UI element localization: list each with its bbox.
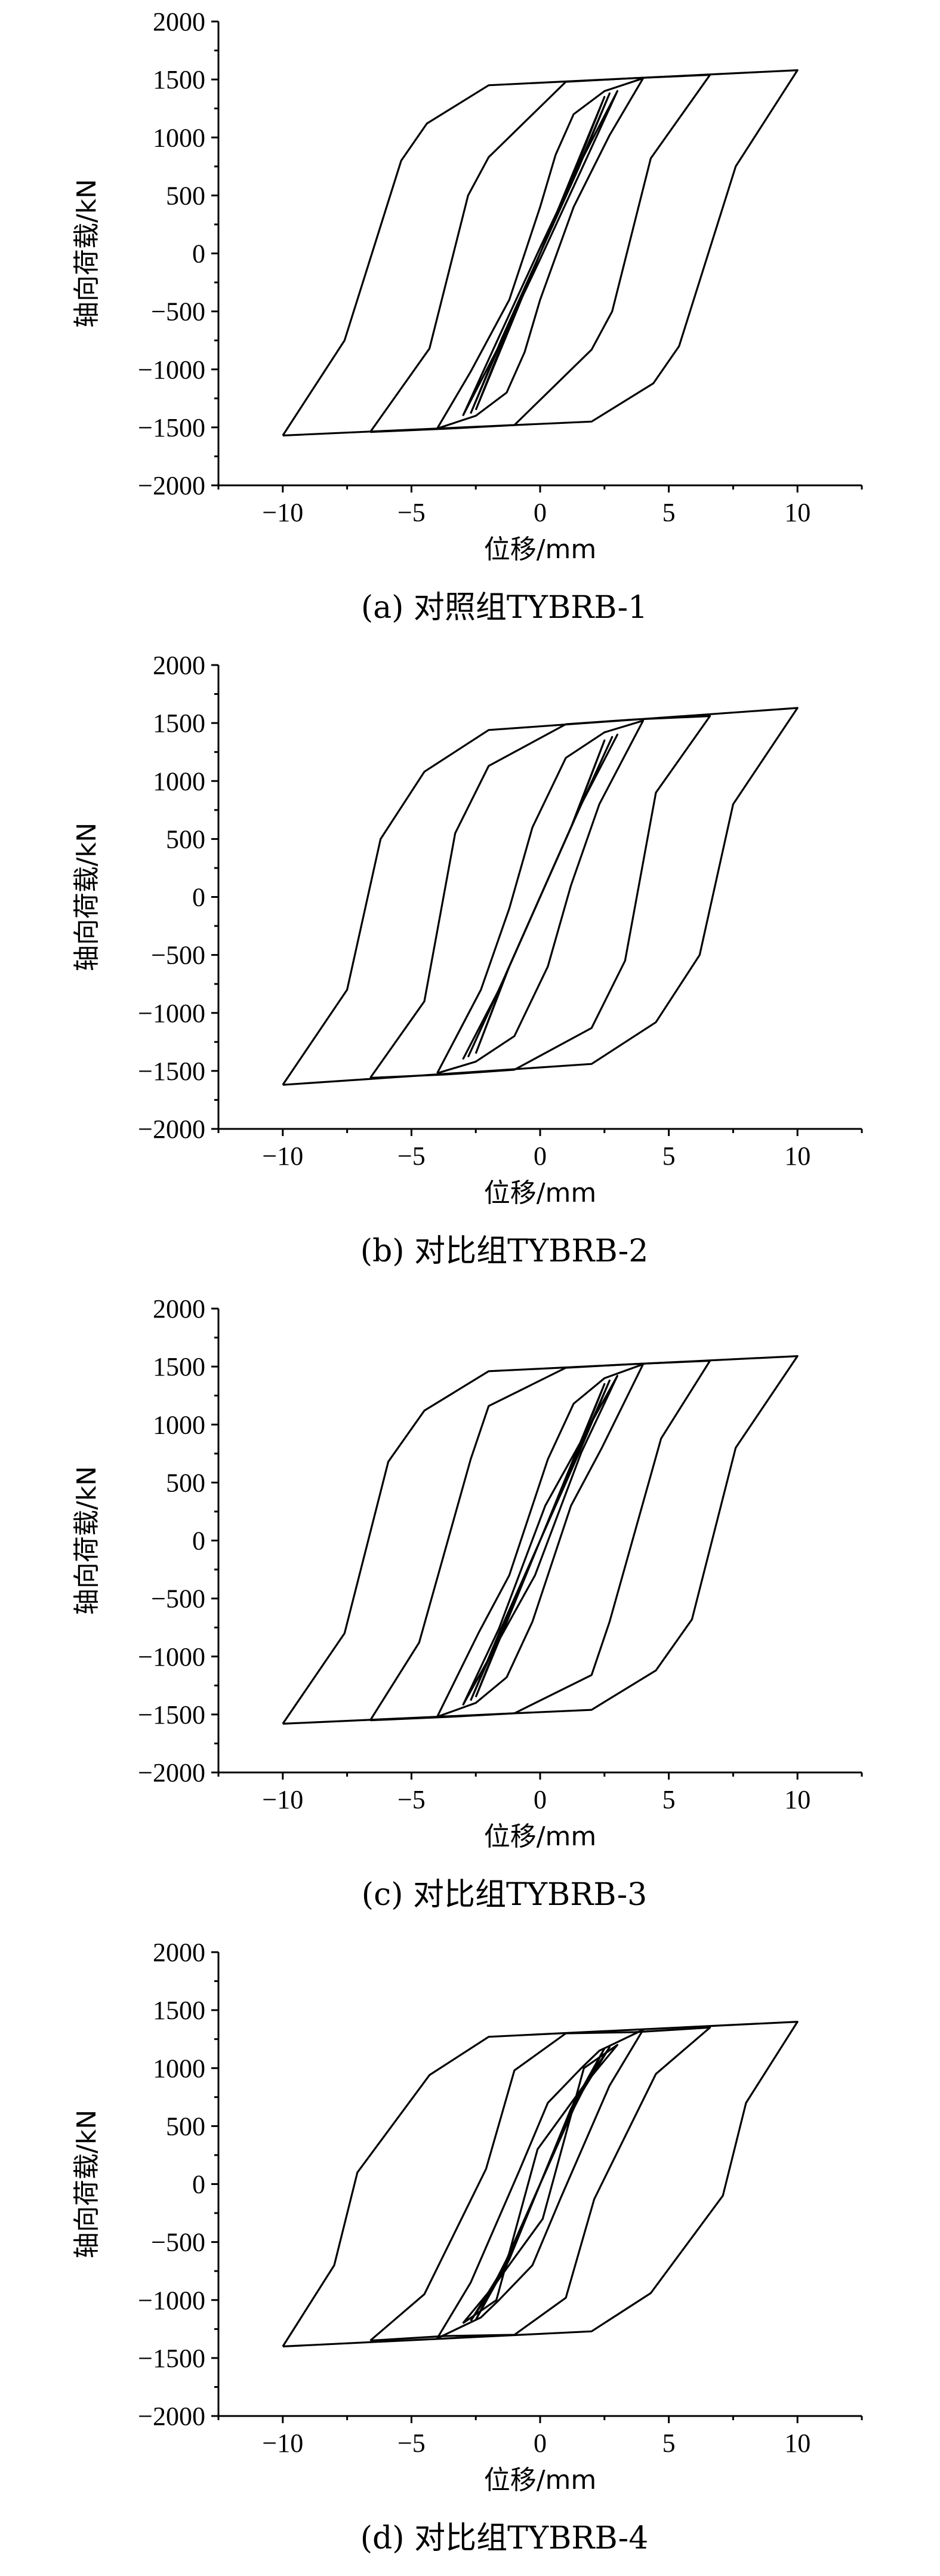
chart-b: 2000 1500 1000 500 0 −500 −1000 −1500 −2000 −10 −5… (72, 651, 863, 1269)
x-tick-label: 10 (784, 1141, 810, 1171)
hysteresis-loop-2 (470, 1379, 611, 1701)
y-tick-label: 1000 (153, 1410, 205, 1439)
caption-b: (b) 对比组TYBRB-2 (360, 1233, 649, 1269)
y-tick-label: 500 (166, 824, 205, 854)
y-tick-label: −1000 (138, 355, 205, 384)
y-tick-label: 2000 (153, 651, 205, 680)
x-tick-label: −5 (397, 498, 426, 527)
y-tick-label: 1000 (153, 767, 205, 796)
x-tick-label: 0 (534, 2429, 547, 2458)
y-tick-label: −1000 (138, 1642, 205, 1672)
chart-d: 2000 1500 1000 500 0 −500 −1000 −1500 −2000 −10 −5… (72, 1938, 863, 2556)
hysteresis-loop-2 (470, 2046, 611, 2322)
hysteresis-loop-3 (462, 734, 619, 1060)
x-tick-label: −5 (397, 1141, 426, 1171)
hysteresis-loop-6 (282, 2021, 799, 2348)
y-tick-label: −1000 (138, 2286, 205, 2315)
y-tick-label: −500 (151, 941, 205, 970)
caption-c: (c) 对比组TYBRB-3 (362, 1877, 647, 1913)
y-tick-label: 2000 (153, 1294, 205, 1324)
y-tick-label: 1500 (153, 1352, 205, 1381)
y-tick-label: −1000 (138, 999, 205, 1028)
y-tick-label: 1500 (153, 709, 205, 738)
x-axis-title: 位移/mm (484, 1178, 597, 1208)
x-tick-label: 0 (534, 1785, 547, 1814)
y-tick-label: 1500 (153, 65, 205, 94)
y-tick-label: −500 (151, 1584, 205, 1614)
chart-c: 2000 1500 1000 500 0 −500 −1000 −1500 −2000 −10 −5… (72, 1294, 863, 1913)
y-tick-label: −1500 (138, 413, 205, 442)
y-tick-label: 500 (166, 181, 205, 210)
caption-a: (a) 对照组TYBRB-1 (361, 590, 648, 626)
chart-panel-c: 2000 1500 1000 500 0 −500 −1000 −1500 −2000 −10 −5… (0, 1287, 940, 1931)
x-tick-label: 5 (662, 1785, 676, 1814)
y-tick-label: 0 (192, 2170, 205, 2199)
y-tick-label: −500 (151, 297, 205, 327)
hysteresis-loop-6 (282, 707, 799, 1086)
caption-d: (d) 对比组TYBRB-4 (360, 2520, 649, 2556)
hysteresis-loop-3 (462, 90, 619, 417)
x-tick-label: 5 (662, 498, 676, 527)
y-tick-label: 1000 (153, 123, 205, 152)
y-tick-label: −2000 (138, 2402, 205, 2431)
y-axis-title: 轴向荷载/kN (72, 179, 102, 328)
y-axis-title: 轴向荷载/kN (72, 1466, 102, 1615)
hysteresis-loop-3 (462, 1375, 619, 1706)
y-tick-label: 1000 (153, 2054, 205, 2083)
y-axis-title: 轴向荷载/kN (72, 823, 102, 971)
x-tick-label: −5 (397, 1785, 426, 1814)
x-tick-label: 0 (534, 1141, 547, 1171)
chart-panel-b: 2000 1500 1000 500 0 −500 −1000 −1500 −2000 −10 −5… (0, 644, 940, 1287)
x-axis-title: 位移/mm (484, 534, 597, 565)
x-tick-label: −5 (397, 2429, 426, 2458)
y-tick-label: −2000 (138, 471, 205, 500)
y-tick-label: 0 (192, 1526, 205, 1556)
x-tick-label: 10 (784, 498, 810, 527)
x-tick-label: 5 (662, 2429, 676, 2458)
chart-panel-a: 2000 1500 1000 500 0 −500 −1000 −1500 −2000 −10 −5… (0, 0, 940, 644)
hysteresis-loop-6 (282, 1355, 799, 1725)
y-tick-label: −1500 (138, 1057, 205, 1086)
x-tick-label: 10 (784, 1785, 810, 1814)
x-tick-label: −10 (262, 2429, 303, 2458)
hysteresis-loop-4 (436, 719, 645, 1075)
x-tick-label: −10 (262, 498, 303, 527)
y-tick-label: 2000 (153, 7, 205, 36)
hysteresis-loop-6 (282, 69, 799, 437)
x-tick-label: −10 (262, 1785, 303, 1814)
x-axis-title: 位移/mm (484, 1821, 597, 1852)
y-tick-label: 0 (192, 239, 205, 269)
hysteresis-loop-2 (470, 92, 611, 414)
hysteresis-loop-3 (462, 2043, 619, 2324)
y-tick-label: −1500 (138, 2344, 205, 2373)
x-tick-label: 5 (662, 1141, 676, 1171)
y-tick-label: 500 (166, 2112, 205, 2141)
x-tick-label: 10 (784, 2429, 810, 2458)
x-axis-title: 位移/mm (484, 2465, 597, 2495)
y-tick-label: 1500 (153, 1996, 205, 2025)
y-tick-label: −2000 (138, 1115, 205, 1144)
x-tick-label: −10 (262, 1141, 303, 1171)
chart-panel-d: 2000 1500 1000 500 0 −500 −1000 −1500 −2000 −10 −5… (0, 1931, 940, 2574)
y-tick-label: 0 (192, 883, 205, 912)
chart-a: 2000 1500 1000 500 0 −500 −1000 −1500 −2000 −10 −5… (72, 7, 863, 626)
y-axis-title: 轴向荷载/kN (72, 2110, 102, 2258)
y-tick-label: −2000 (138, 1758, 205, 1787)
y-tick-label: 500 (166, 1468, 205, 1497)
y-tick-label: −500 (151, 2228, 205, 2257)
x-tick-label: 0 (534, 498, 547, 527)
y-tick-label: 2000 (153, 1938, 205, 1967)
y-tick-label: −1500 (138, 1700, 205, 1729)
